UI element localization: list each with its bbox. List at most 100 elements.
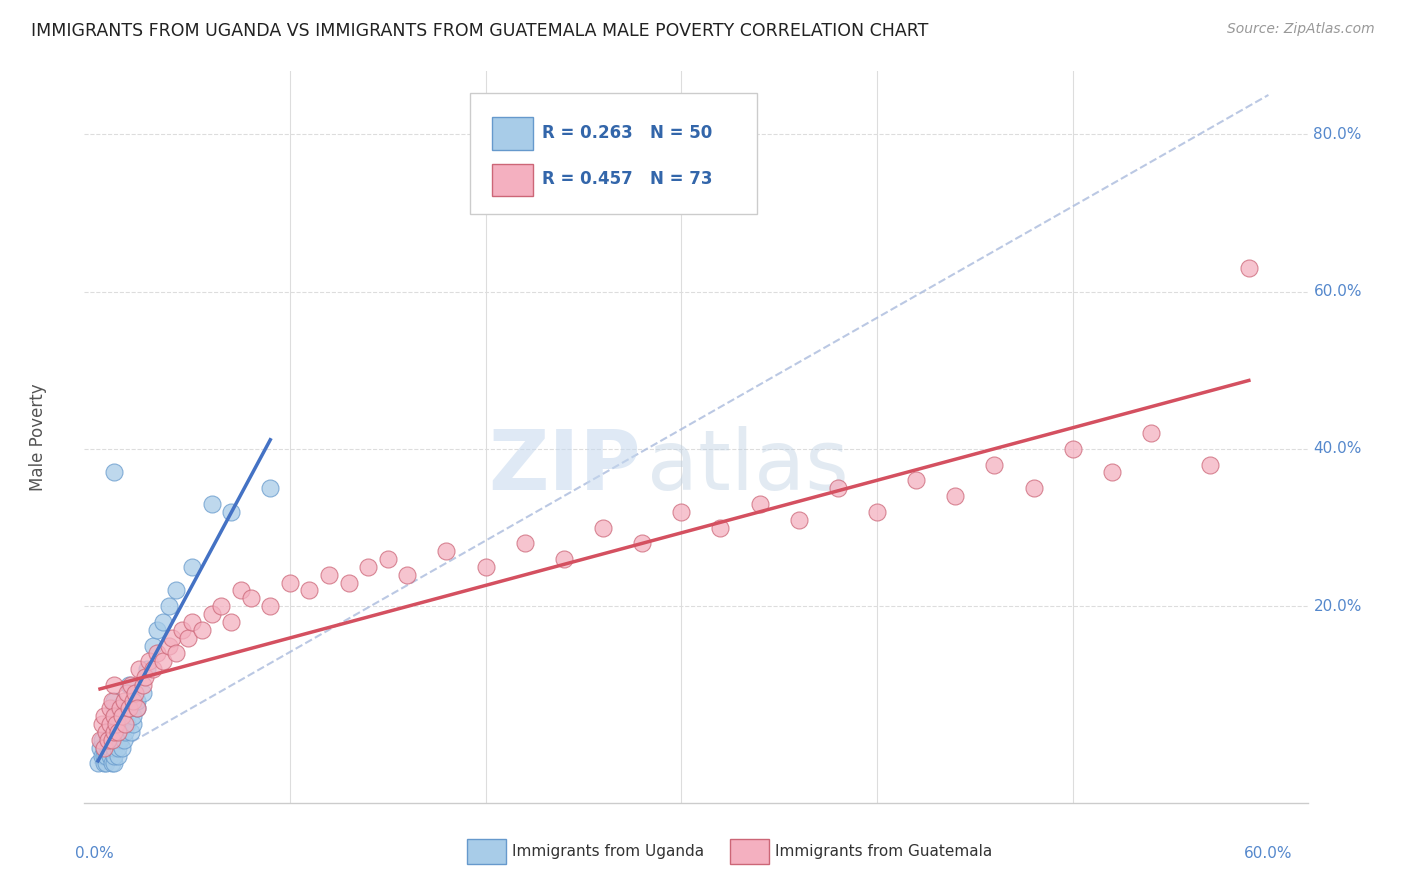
Point <box>103 717 125 731</box>
Point <box>191 623 214 637</box>
Point <box>103 740 125 755</box>
Point <box>118 678 141 692</box>
Point <box>100 756 122 771</box>
Point <box>93 740 115 755</box>
Point <box>219 505 242 519</box>
Point <box>146 646 169 660</box>
Point <box>298 583 321 598</box>
Point <box>748 497 770 511</box>
Point <box>474 559 496 574</box>
Point <box>165 583 187 598</box>
Point <box>1198 458 1220 472</box>
Point <box>89 740 111 755</box>
Point <box>1237 260 1260 275</box>
Point <box>278 575 301 590</box>
Point <box>122 717 145 731</box>
Text: 0.0%: 0.0% <box>75 846 114 861</box>
FancyBboxPatch shape <box>730 839 769 864</box>
Text: IMMIGRANTS FROM UGANDA VS IMMIGRANTS FROM GUATEMALA MALE POVERTY CORRELATION CHA: IMMIGRANTS FROM UGANDA VS IMMIGRANTS FRO… <box>31 22 928 40</box>
Point <box>89 732 111 747</box>
Point <box>110 740 132 755</box>
Point <box>120 725 142 739</box>
Point <box>103 732 125 747</box>
Point <box>239 591 262 606</box>
Point <box>103 709 125 723</box>
Point <box>209 599 232 614</box>
Point <box>219 615 242 629</box>
Point <box>103 693 125 707</box>
Point <box>127 693 149 707</box>
Point <box>98 701 121 715</box>
Point <box>157 639 180 653</box>
Point <box>181 615 204 629</box>
Point <box>513 536 536 550</box>
Point <box>709 520 731 534</box>
Point <box>200 607 222 621</box>
Text: Source: ZipAtlas.com: Source: ZipAtlas.com <box>1227 22 1375 37</box>
Point <box>117 717 139 731</box>
Point <box>142 639 165 653</box>
Text: ZIP: ZIP <box>488 425 641 507</box>
Point <box>318 567 340 582</box>
Point <box>98 717 121 731</box>
Point <box>124 686 146 700</box>
Point <box>108 725 131 739</box>
Point <box>1140 426 1163 441</box>
Text: R = 0.263   N = 50: R = 0.263 N = 50 <box>541 124 711 142</box>
Text: R = 0.457   N = 73: R = 0.457 N = 73 <box>541 169 713 188</box>
Point <box>93 748 115 763</box>
Point <box>107 725 129 739</box>
Point <box>103 466 125 480</box>
Point <box>122 693 145 707</box>
Point <box>112 732 135 747</box>
Point <box>91 717 114 731</box>
Point <box>103 725 125 739</box>
Point <box>112 693 135 707</box>
Point <box>1022 481 1045 495</box>
Point <box>100 725 122 739</box>
Point <box>127 701 149 715</box>
Point <box>396 567 419 582</box>
Point <box>553 552 575 566</box>
Point <box>107 748 129 763</box>
FancyBboxPatch shape <box>470 94 758 214</box>
Point <box>152 654 174 668</box>
FancyBboxPatch shape <box>492 118 533 150</box>
Point <box>229 583 252 598</box>
Point <box>127 701 149 715</box>
Point <box>98 740 121 755</box>
Point <box>103 748 125 763</box>
Point <box>136 662 159 676</box>
Text: 20.0%: 20.0% <box>1313 599 1362 614</box>
Point <box>138 654 160 668</box>
Point <box>787 513 810 527</box>
Point <box>103 756 125 771</box>
Point <box>162 631 184 645</box>
Point <box>259 599 281 614</box>
Point <box>377 552 399 566</box>
Point <box>866 505 889 519</box>
Point <box>97 732 120 747</box>
Point <box>120 678 142 692</box>
Text: 60.0%: 60.0% <box>1313 284 1362 299</box>
Point <box>93 740 115 755</box>
Point <box>100 693 122 707</box>
Point <box>114 725 136 739</box>
Point <box>87 756 110 771</box>
FancyBboxPatch shape <box>467 839 506 864</box>
Point <box>132 686 155 700</box>
Point <box>98 748 121 763</box>
Point <box>1101 466 1123 480</box>
Point <box>631 536 654 550</box>
Point <box>128 662 150 676</box>
Point <box>671 505 693 519</box>
Point <box>177 631 200 645</box>
Point <box>142 662 165 676</box>
Text: Male Poverty: Male Poverty <box>30 384 46 491</box>
Point <box>905 473 928 487</box>
Point <box>172 623 194 637</box>
Point <box>94 748 117 763</box>
Point <box>93 709 115 723</box>
Point <box>103 709 125 723</box>
FancyBboxPatch shape <box>492 163 533 195</box>
